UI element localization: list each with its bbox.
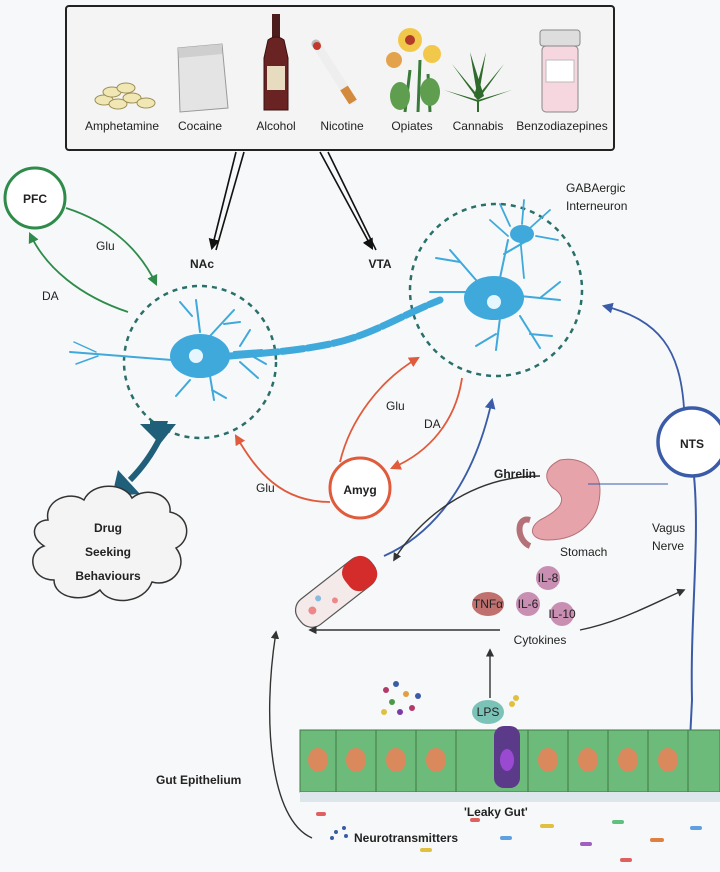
alcohol-icon [263,14,289,111]
glu-amyg-vta-arrow [339,356,420,463]
tnfa-bubble [472,592,504,616]
nts-vta-arrow [601,302,685,409]
stomach-label: Stomach [560,545,607,559]
cytokines-label: Cytokines [514,633,567,647]
drug-label-benzodiazepines: Benzodiazepines [516,119,607,133]
pfc-label: PFC [23,192,47,206]
neurotransmitters-label: Neurotransmitters [354,831,458,845]
da-vta-amyg-label: DA [424,417,441,431]
gut-epithelium-label: Gut Epithelium [156,773,241,787]
nts-label: NTS [680,437,704,451]
cocaine-icon [177,43,229,113]
drug-label-cannabis: Cannabis [453,119,504,133]
glu-pfc-label: Glu [96,239,115,253]
vta-region [408,202,584,378]
tnfa-label: TNFα [473,597,503,611]
drug-label-alcohol: Alcohol [256,119,295,133]
drug-seeking-cloud [32,485,188,602]
drug-seeking-funnel [140,424,176,444]
nicotine-icon [311,39,357,105]
il10-bubble [550,602,574,626]
da-vta-amyg-arrow [390,377,463,470]
leaky-gut-label: 'Leaky Gut' [464,805,528,819]
gaba-neuron-body [510,225,534,243]
glu-pfc-arrow [65,207,158,286]
opiates-icon [386,28,441,113]
il10-label: IL-10 [548,607,576,621]
benzodiazepines-icon [539,29,581,113]
glu-amyg-vta-label: Glu [386,399,405,413]
microbe-dots [381,681,421,715]
vessel-vta-arrow [383,397,496,557]
nac-label: NAc [190,257,214,271]
vta-label: VTA [368,257,391,271]
il6-bubble [516,592,540,616]
ghrelin-label: Ghrelin [494,467,536,481]
il8-label: IL-8 [538,571,559,585]
drug-label-opiates: Opiates [391,119,432,133]
drug-seeking-line1: Drug [94,521,122,535]
ghrelin-arrow [393,475,541,562]
stomach-icon [516,458,668,549]
drug-label-amphetamine: Amphetamine [85,119,159,133]
vagus-nerve [689,475,697,741]
drug-seeking-line2: Seeking [85,545,131,559]
drug-label-nicotine: Nicotine [320,119,364,133]
vagus-label-line2: Nerve [652,539,684,553]
il8-bubble [536,566,560,590]
gaba-label-line2: Interneuron [566,199,627,213]
drug-seeking-line3: Behaviours [75,569,141,583]
neurotransmitter-vessel-arrow [268,630,313,839]
nts-node [656,406,720,478]
drug-label-cocaine: Cocaine [178,119,222,133]
blood-vessel [294,555,378,628]
gaba-label-line1: GABAergic [566,181,625,195]
neuron-network [69,199,561,401]
da-pfc-label: DA [42,289,59,303]
amyg-node [328,456,392,520]
vagus-label-line1: Vagus [652,521,685,535]
amphetamine-icon [94,82,156,110]
da-pfc-arrow [28,232,129,313]
lps-bubble [472,700,504,724]
cannabis-icon [444,52,512,112]
nac-region [122,284,278,440]
glu-amyg-nac-label: Glu [256,481,275,495]
glu-amyg-nac-arrow [234,434,331,503]
amyg-label: Amyg [343,483,376,497]
gut-epithelium [299,726,720,802]
cytokine-vagus-arrow [579,588,686,631]
drug-arrows [208,151,377,251]
il6-label: IL-6 [518,597,539,611]
vta-neuron-nucleus [487,295,501,309]
nac-neuron-nucleus [189,349,203,363]
gut-lumen-bacteria [316,812,702,862]
lps-label: LPS [477,705,500,719]
pfc-node [3,166,67,230]
